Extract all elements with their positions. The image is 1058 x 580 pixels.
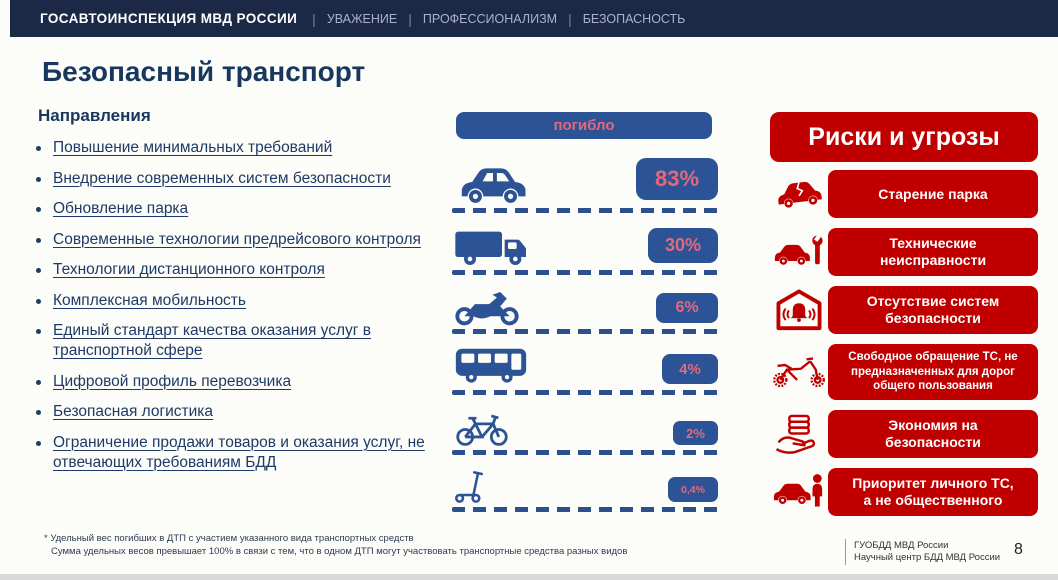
dashed-road-line (452, 390, 718, 395)
dashed-road-line (452, 450, 718, 455)
risk-box: Приоритет личного ТС, а не общественного (828, 468, 1038, 516)
risk-row: Отсутствие систем безопасности (770, 286, 1038, 334)
footnote-line: * Удельный вес погибших в ДТП с участием… (44, 533, 414, 544)
direction-link[interactable]: Комплексная мобильность (53, 291, 246, 309)
value-badge: 30% (648, 228, 718, 263)
chart-title-badge: погибло (456, 112, 712, 139)
bicycle-icon (454, 410, 510, 448)
direction-link[interactable]: Безопасная логистика (53, 403, 214, 420)
direction-item: Современные технологии предрейсового кон… (30, 230, 454, 250)
value-badge: 2% (673, 421, 718, 445)
direction-link[interactable]: Повышение минимальных требований (53, 139, 333, 156)
motorcycle-icon (454, 289, 520, 327)
tagline: | УВАЖЕНИЕ | ПРОФЕССИОНАЛИЗМ | БЕЗОПАСНО… (312, 11, 685, 27)
direction-item: Внедрение современных систем безопасност… (30, 169, 454, 189)
risk-box: Свободное обращение ТС, не предназначенн… (828, 344, 1038, 400)
value-badge: 83% (636, 158, 718, 200)
car-wrench-icon (770, 232, 828, 272)
car-icon (454, 162, 532, 206)
hand-coins-icon (770, 412, 828, 456)
value-badge: 0,4% (668, 477, 718, 502)
kick-scooter-icon (454, 469, 492, 505)
risk-row: Старение парка (770, 170, 1038, 218)
directions-heading: Направления (38, 106, 151, 125)
risk-label: Свободное обращение ТС, не предназначенн… (848, 350, 1018, 393)
value-badge: 4% (662, 354, 718, 384)
direction-link[interactable]: Внедрение современных систем безопасност… (53, 169, 391, 187)
directions-panel: Направления Повышение минимальных требов… (30, 106, 454, 483)
footer-org-line: ГУОБДД МВД России (854, 539, 949, 551)
risk-box: Экономия на безопасности (828, 410, 1038, 458)
direction-item: Технологии дистанционного контроля (30, 260, 454, 280)
direction-item: Повышение минимальных требований (30, 138, 454, 158)
top-bar: ГОСАВТОИНСПЕКЦИЯ МВД РОССИИ | УВАЖЕНИЕ |… (10, 0, 1058, 37)
chart-row-motorcycle: 6% (450, 275, 718, 334)
bottom-strip (0, 574, 1058, 580)
dashed-road-line (452, 329, 718, 334)
chart-row-truck: 30% (450, 213, 718, 275)
direction-link[interactable]: Ограничение продажи товаров и оказания у… (53, 433, 425, 471)
risk-label: Технические неисправности (879, 235, 987, 268)
risk-label: Приоритет личного ТС, а не общественного (852, 475, 1014, 508)
page-title: Безопасный транспорт (42, 56, 366, 87)
tagline-value: БЕЗОПАСНОСТЬ (582, 11, 686, 26)
risk-row: Экономия на безопасности (770, 410, 1038, 458)
person-car-icon (770, 472, 828, 512)
risk-row: Приоритет личного ТС, а не общественного (770, 468, 1038, 516)
direction-item: Цифровой профиль перевозчика (30, 372, 454, 392)
chart-row-bus: 4% (450, 334, 718, 395)
offroad-motorcycle-icon (770, 354, 828, 390)
chart-rows: 83% 30% (450, 144, 718, 512)
bus-icon (454, 344, 528, 388)
direction-link[interactable]: Технологии дистанционного контроля (53, 261, 325, 278)
risk-row: Технические неисправности (770, 228, 1038, 276)
tagline-value: УВАЖЕНИЕ (326, 11, 398, 26)
footer-org-line: Научный центр БДД МВД России (854, 552, 1001, 563)
direction-link[interactable]: Цифровой профиль перевозчика (53, 372, 292, 390)
direction-link[interactable]: Современные технологии предрейсового кон… (53, 230, 421, 248)
risk-label: Старение парка (878, 185, 988, 202)
fatalities-chart: погибло 83% (450, 112, 718, 512)
chart-row-car: 83% (450, 144, 718, 213)
separator: | (568, 10, 572, 27)
footer-divider (845, 539, 846, 565)
risks-panel: Риски и угрозы Старение парка (770, 112, 1038, 516)
footnote-line: Сумма удельных весов превышает 100% в св… (51, 545, 628, 557)
chart-row-bicycle: 2% (450, 395, 718, 455)
truck-icon (454, 226, 534, 268)
chart-row-scooter: 0,4% (450, 455, 718, 512)
risk-box: Отсутствие систем безопасности (828, 286, 1038, 334)
value-badge: 6% (656, 293, 718, 323)
dashed-road-line (452, 270, 718, 275)
direction-item: Комплексная мобильность (30, 291, 454, 311)
separator: | (408, 10, 412, 27)
page-number: 8 (1014, 541, 1023, 558)
footnote: * Удельный вес погибших в ДТП с участием… (44, 533, 627, 558)
direction-item: Обновление парка (30, 199, 454, 219)
risk-label: Экономия на безопасности (885, 417, 981, 450)
footer-org-block: ГУОБДД МВД России Научный центр БДД МВД … (845, 539, 1000, 565)
brand-title: ГОСАВТОИНСПЕКЦИЯ МВД РОССИИ (40, 11, 298, 26)
direction-link[interactable]: Единый стандарт качества оказания услуг … (53, 322, 371, 359)
separator: | (312, 10, 316, 27)
risks-heading: Риски и угрозы (770, 112, 1038, 162)
direction-item: Единый стандарт качества оказания услуг … (30, 321, 454, 361)
crashed-car-icon (770, 175, 828, 213)
risk-box: Технические неисправности (828, 228, 1038, 276)
direction-item: Безопасная логистика (30, 402, 454, 422)
tagline-value: ПРОФЕССИОНАЛИЗМ (422, 11, 558, 26)
dashed-road-line (452, 507, 718, 512)
risk-box: Старение парка (828, 170, 1038, 218)
direction-item: Ограничение продажи товаров и оказания у… (30, 433, 454, 473)
directions-list: Повышение минимальных требований Внедрен… (30, 138, 454, 473)
risk-row: Свободное обращение ТС, не предназначенн… (770, 344, 1038, 400)
risk-label: Отсутствие систем безопасности (866, 293, 1000, 326)
direction-link[interactable]: Обновление парка (53, 200, 189, 217)
alarm-house-icon (770, 288, 828, 332)
dashed-road-line (452, 208, 718, 213)
